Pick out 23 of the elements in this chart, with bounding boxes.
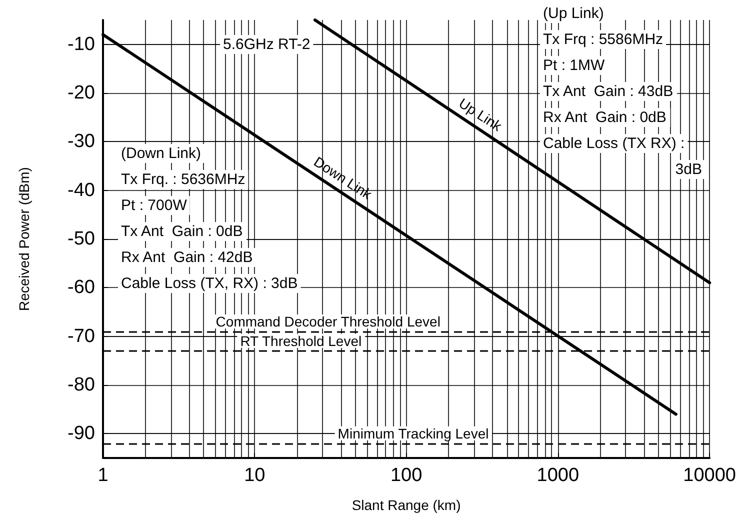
x-tick-label: 10 — [244, 465, 266, 486]
ref-line-label: Command Decoder Threshold Level — [216, 313, 440, 330]
ref-line-label: Minimum Tracking Level — [338, 425, 489, 442]
y-tick-label: -20 — [68, 82, 95, 104]
text: Up Link — [456, 94, 506, 135]
y-tick-label: -70 — [68, 326, 95, 347]
annotation: (Down Link) Tx Frq. : 5636MHz Pt : 700W Tx Ant Gain : 0dB Rx Ant Gain : 42dB Cable Loss (TX, RX) : 3dB — [121, 145, 298, 292]
y-tick-label: -30 — [68, 131, 95, 152]
y-tick-label: -80 — [68, 374, 95, 396]
y-tick-label: -40 — [68, 180, 95, 201]
y-tick-label: -50 — [68, 228, 95, 250]
x-tick-label: 1000 — [536, 465, 580, 486]
y-axis-title: Received Power (dBm) — [16, 167, 32, 311]
ref-line-label: RT Threshold Level — [240, 332, 362, 349]
x-tick-label: 1 — [98, 465, 108, 486]
x-axis-title: Slant Range (km) — [352, 497, 461, 513]
x-tick-label: 10000 — [683, 465, 736, 486]
y-tick-label: -10 — [68, 34, 95, 55]
annotation: (Up Link) Tx Frq : 5586MHz Pt : 1MW Tx Ant Gain : 43dB Rx Ant Gain : 0dB Cable Loss (TX RX) : 3dB — [543, 5, 702, 178]
x-tick-label: 100 — [390, 465, 422, 486]
annotation: 5.6GHz RT-2 — [223, 36, 310, 53]
y-tick-label: -60 — [68, 277, 95, 298]
y-tick-label: -90 — [68, 423, 95, 444]
